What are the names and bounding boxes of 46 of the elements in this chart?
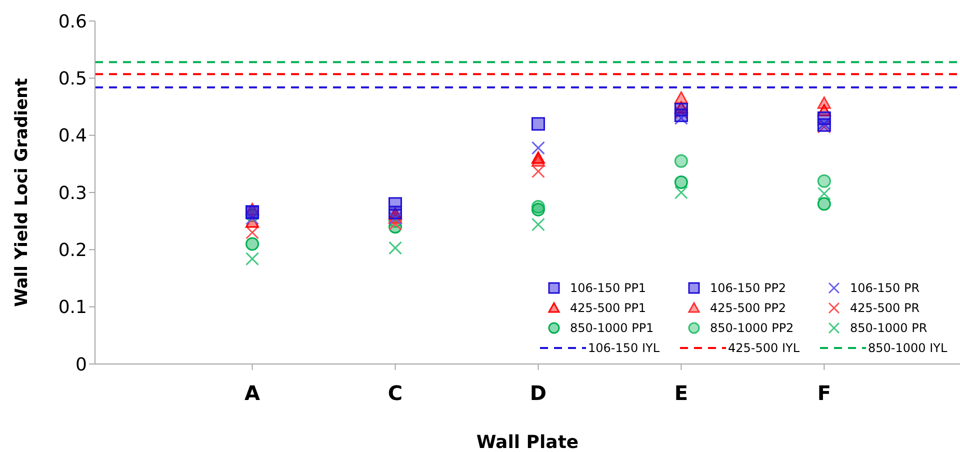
point [674,106,688,120]
legend-label: 425-500 PR [850,301,920,315]
point [531,218,545,232]
point [674,186,688,200]
x-tick-label: F [817,381,832,406]
point [674,102,688,116]
legend-label: 106-150 PR [850,281,920,295]
legend-label: 425-500 IYL [728,341,800,355]
legend-label: 850-1000 IYL [868,341,948,355]
legend-label: 850-1000 PP1 [570,321,654,335]
x-tick-label: C [388,381,403,406]
point [246,211,260,225]
y-tick-label: 0 [76,354,87,376]
y-tick-label: 0.5 [58,68,87,90]
point [531,151,545,164]
point [817,186,831,200]
point [246,237,260,251]
x-tick-label: E [674,381,688,406]
point [388,241,402,255]
legend-label: 425-500 PP2 [710,301,786,315]
legend-label: 106-150 IYL [588,341,660,355]
legend-label: 106-150 PP2 [710,281,786,295]
x-axis-title: Wall Plate [476,432,579,452]
point [674,175,688,189]
y-tick-label: 0.6 [58,11,87,32]
point [531,117,545,131]
legend-label: 425-500 PP1 [570,301,646,315]
point [817,197,831,211]
point [817,174,831,188]
point [531,141,545,155]
legend-label: 106-150 PP1 [570,281,646,295]
y-tick-label: 0.3 [58,182,87,204]
point [246,252,260,266]
y-tick-label: 0.2 [58,240,87,262]
y-axis-title: Wall Yield Loci Gradient [12,78,32,307]
x-tick-label: D [530,381,547,406]
y-tick-label: 0.4 [58,126,87,147]
legend-label: 850-1000 PR [850,321,928,335]
point [531,164,545,178]
y-tick-label: 0.1 [58,297,87,318]
point [674,111,688,125]
legend-label: 850-1000 PP2 [710,321,794,335]
x-tick-label: A [244,381,261,406]
point [674,154,688,168]
point [531,202,545,216]
point [246,226,260,240]
